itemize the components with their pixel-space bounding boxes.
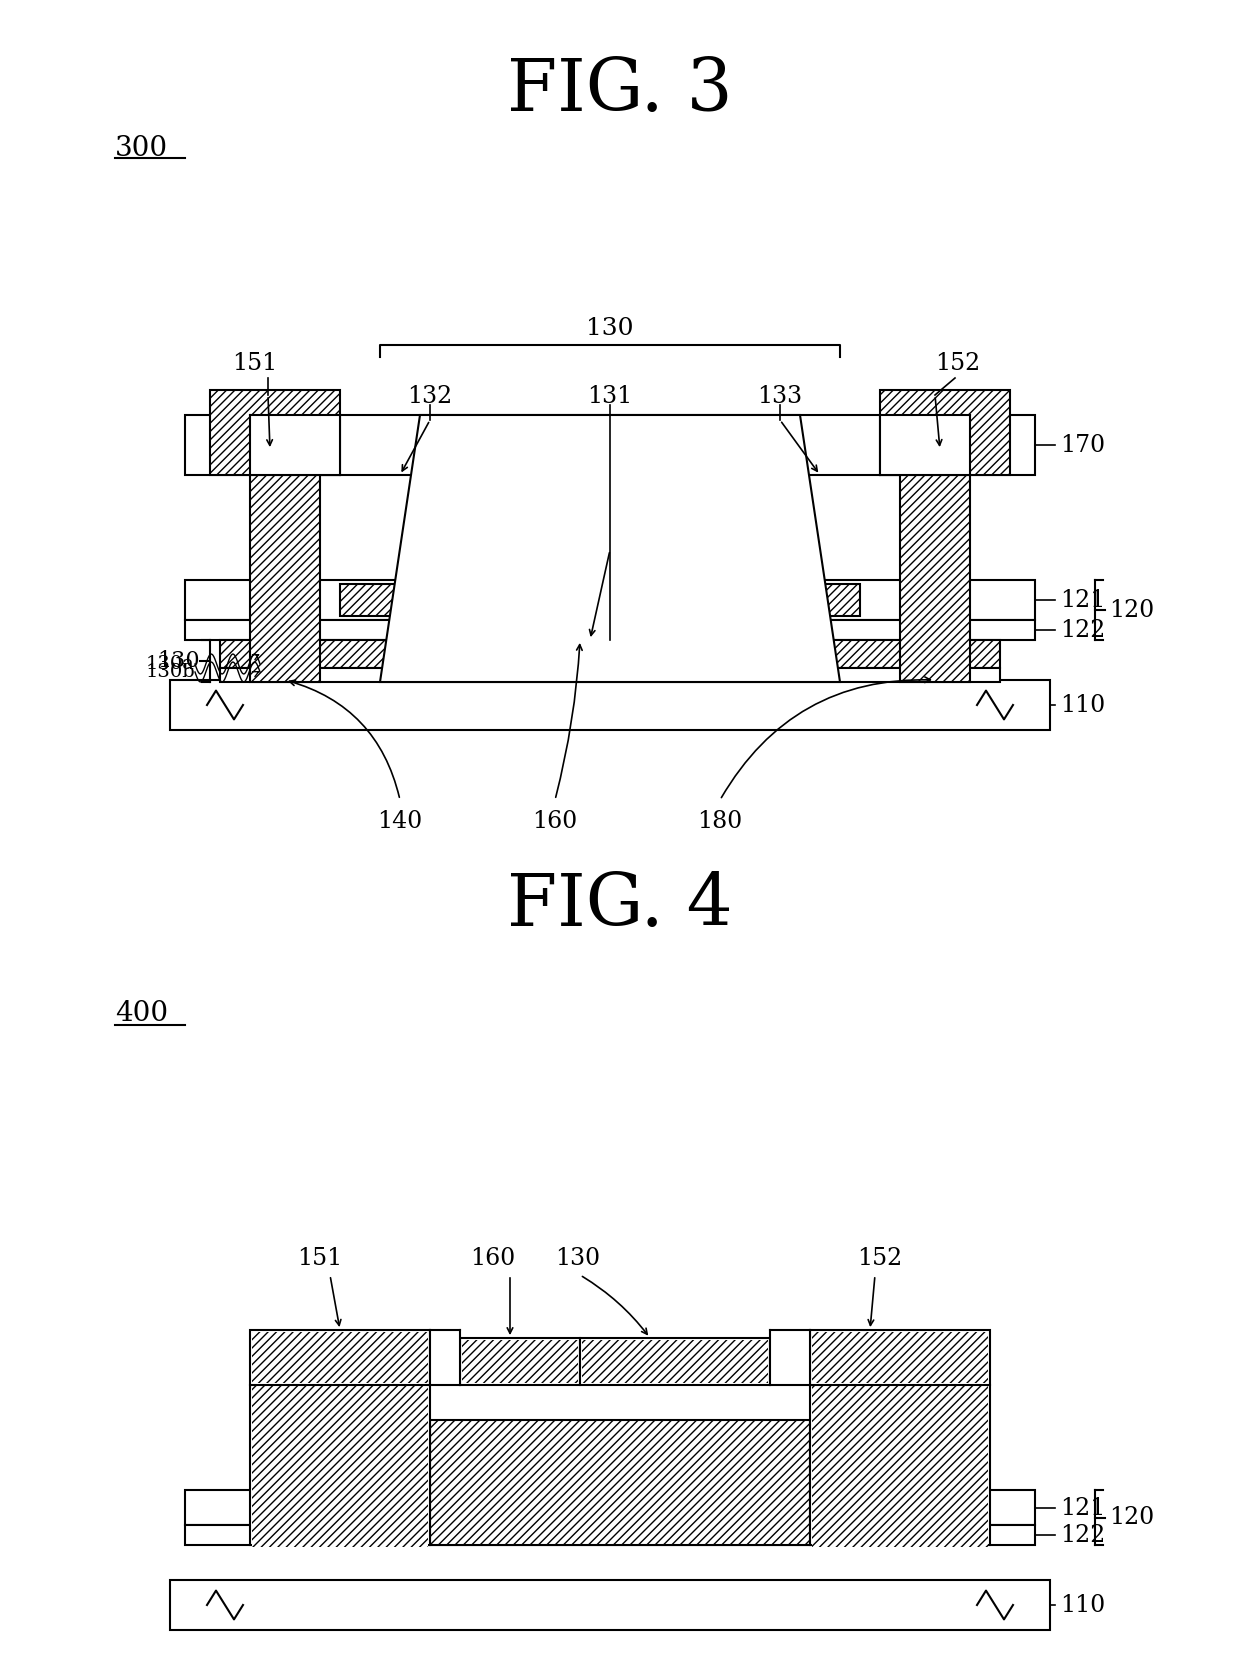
Polygon shape xyxy=(379,416,839,683)
Text: 120: 120 xyxy=(1109,1505,1154,1529)
FancyBboxPatch shape xyxy=(170,1581,1050,1631)
Text: 122: 122 xyxy=(1060,1524,1105,1547)
FancyBboxPatch shape xyxy=(880,416,970,476)
Text: 122: 122 xyxy=(1060,619,1105,641)
FancyBboxPatch shape xyxy=(219,639,999,668)
Polygon shape xyxy=(460,536,770,639)
FancyBboxPatch shape xyxy=(810,1330,990,1385)
Text: 160: 160 xyxy=(532,809,578,833)
Text: 130: 130 xyxy=(587,317,634,340)
Text: 121: 121 xyxy=(1060,1497,1105,1519)
FancyBboxPatch shape xyxy=(185,581,1035,619)
Text: 151: 151 xyxy=(298,1247,342,1270)
FancyBboxPatch shape xyxy=(185,619,1035,639)
Text: FIG. 4: FIG. 4 xyxy=(507,870,733,941)
FancyBboxPatch shape xyxy=(185,1525,1035,1545)
Polygon shape xyxy=(350,1494,870,1522)
Text: 152: 152 xyxy=(857,1247,903,1270)
Text: 130: 130 xyxy=(157,649,200,673)
FancyBboxPatch shape xyxy=(219,668,999,683)
Text: 133: 133 xyxy=(758,386,802,407)
FancyBboxPatch shape xyxy=(185,1490,1035,1525)
FancyBboxPatch shape xyxy=(250,1330,430,1385)
FancyBboxPatch shape xyxy=(252,1332,428,1384)
Text: 180: 180 xyxy=(697,809,743,833)
FancyBboxPatch shape xyxy=(252,1384,428,1547)
Text: 110: 110 xyxy=(1060,1594,1105,1617)
FancyBboxPatch shape xyxy=(810,1385,990,1545)
Text: 132: 132 xyxy=(408,386,453,407)
Text: 131: 131 xyxy=(588,386,632,407)
Text: 152: 152 xyxy=(935,352,981,376)
Text: 110: 110 xyxy=(1060,694,1105,716)
Text: 130a: 130a xyxy=(146,654,195,673)
FancyBboxPatch shape xyxy=(580,1339,770,1385)
Text: 400: 400 xyxy=(115,1000,169,1026)
FancyBboxPatch shape xyxy=(210,391,340,476)
Text: 160: 160 xyxy=(470,1247,515,1270)
FancyBboxPatch shape xyxy=(250,416,340,476)
FancyBboxPatch shape xyxy=(250,1385,430,1545)
FancyBboxPatch shape xyxy=(880,391,1011,476)
FancyBboxPatch shape xyxy=(463,1340,578,1384)
FancyBboxPatch shape xyxy=(430,1330,460,1385)
FancyBboxPatch shape xyxy=(250,476,320,683)
Text: 140: 140 xyxy=(377,809,423,833)
FancyBboxPatch shape xyxy=(460,1339,580,1385)
Polygon shape xyxy=(340,584,861,616)
Text: 151: 151 xyxy=(232,352,278,376)
FancyBboxPatch shape xyxy=(170,679,1050,729)
Text: 300: 300 xyxy=(115,135,169,162)
Text: FIG. 3: FIG. 3 xyxy=(507,55,733,125)
Polygon shape xyxy=(430,1420,810,1545)
Text: 130: 130 xyxy=(556,1247,600,1270)
Text: 130b: 130b xyxy=(145,663,195,681)
Text: 170: 170 xyxy=(1060,434,1105,457)
FancyBboxPatch shape xyxy=(812,1384,988,1547)
FancyBboxPatch shape xyxy=(900,476,970,683)
Text: 121: 121 xyxy=(1060,589,1105,611)
FancyBboxPatch shape xyxy=(582,1340,768,1384)
Text: 120: 120 xyxy=(1109,599,1154,621)
FancyBboxPatch shape xyxy=(812,1332,988,1384)
FancyBboxPatch shape xyxy=(185,416,1035,476)
FancyBboxPatch shape xyxy=(770,1330,810,1385)
